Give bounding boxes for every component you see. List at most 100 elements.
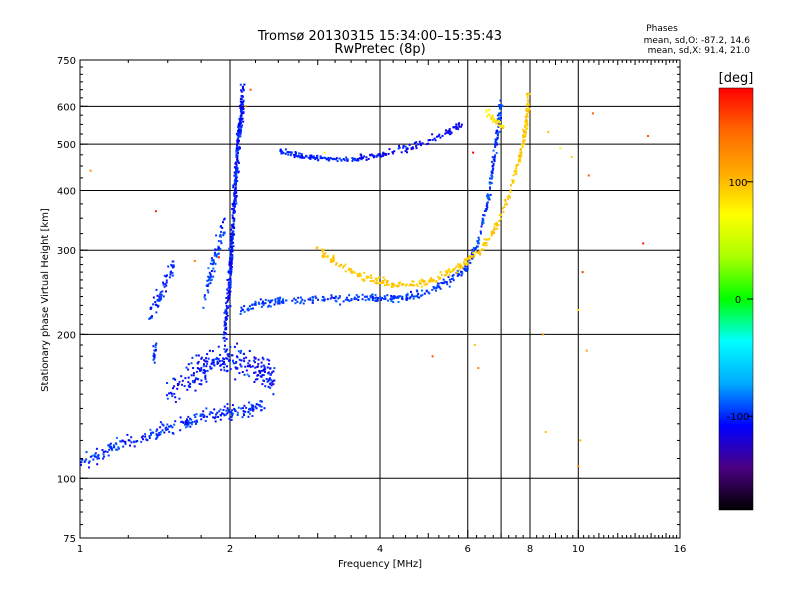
data-point — [335, 300, 338, 303]
data-point — [152, 358, 155, 361]
data-point — [115, 436, 118, 439]
data-point — [527, 111, 530, 114]
data-point — [236, 154, 239, 157]
data-point — [274, 298, 277, 301]
data-point — [489, 114, 492, 117]
data-point — [382, 279, 385, 282]
data-point — [117, 446, 120, 449]
data-point — [231, 242, 234, 245]
data-point — [95, 447, 98, 450]
data-point — [239, 133, 242, 136]
data-point — [498, 104, 501, 107]
data-point — [237, 134, 240, 137]
data-point — [392, 285, 395, 288]
y-tick-label: 300 — [57, 246, 76, 257]
data-point — [482, 214, 485, 216]
data-point — [452, 126, 455, 129]
data-point — [170, 392, 173, 395]
data-point — [253, 381, 256, 383]
data-point — [321, 295, 324, 298]
data-point — [179, 416, 182, 419]
data-point — [463, 258, 466, 261]
data-point — [240, 359, 243, 362]
data-point — [203, 294, 206, 297]
data-point — [214, 416, 217, 419]
data-point — [206, 285, 209, 287]
data-point — [177, 384, 179, 387]
data-point — [438, 133, 441, 136]
data-point — [217, 252, 220, 255]
data-point — [213, 270, 216, 273]
data-point — [240, 306, 243, 309]
data-point — [465, 262, 468, 265]
data-point — [253, 361, 256, 364]
data-point — [223, 217, 226, 220]
data-point — [460, 123, 463, 126]
data-point — [501, 105, 504, 108]
data-point — [209, 262, 212, 265]
data-point — [357, 273, 360, 276]
data-point — [187, 368, 190, 371]
data-point — [162, 295, 165, 298]
data-point — [466, 265, 469, 268]
data-point — [433, 137, 436, 140]
data-point — [429, 280, 432, 283]
data-point — [490, 117, 493, 120]
data-point — [165, 426, 168, 429]
data-point — [205, 357, 207, 360]
data-point — [149, 428, 152, 431]
data-point — [253, 356, 256, 359]
data-point — [160, 296, 162, 299]
data-point — [248, 412, 251, 415]
data-point — [232, 220, 235, 223]
data-point — [155, 311, 158, 314]
data-point — [249, 365, 252, 368]
data-point — [226, 299, 229, 302]
data-point — [491, 165, 494, 168]
data-point — [234, 197, 236, 200]
data-point — [525, 121, 528, 124]
data-point — [515, 164, 518, 166]
data-point — [144, 435, 147, 438]
data-point — [165, 290, 167, 293]
data-point — [241, 101, 244, 104]
data-point — [159, 293, 162, 296]
data-point — [234, 186, 237, 189]
data-point — [488, 196, 491, 199]
data-point — [270, 299, 272, 302]
data-point — [372, 280, 375, 282]
data-point — [361, 298, 364, 301]
data-point — [240, 126, 243, 129]
data-point — [250, 407, 253, 410]
data-point — [269, 367, 272, 370]
data-point — [225, 326, 228, 329]
data-point — [496, 136, 499, 139]
y-tick-label: 500 — [57, 140, 76, 151]
data-point — [157, 304, 160, 307]
data-point — [456, 271, 459, 274]
data-point — [122, 445, 125, 448]
data-point — [495, 132, 498, 135]
data-point — [442, 278, 445, 281]
data-point — [152, 296, 155, 299]
data-point — [234, 199, 237, 202]
data-point — [172, 432, 175, 435]
data-point — [231, 217, 234, 220]
data-point — [224, 317, 227, 320]
data-point — [524, 125, 527, 128]
data-point — [121, 439, 124, 442]
data-point — [190, 362, 193, 365]
data-point — [282, 298, 285, 301]
data-point — [495, 138, 498, 141]
data-point — [449, 280, 452, 283]
data-point — [409, 296, 412, 299]
data-point — [229, 410, 232, 413]
data-point — [458, 122, 461, 125]
data-point — [448, 269, 451, 272]
data-point — [168, 430, 171, 433]
data-point — [397, 301, 400, 303]
data-point — [222, 409, 225, 411]
data-point — [445, 272, 448, 275]
data-point — [272, 383, 275, 386]
data-point — [165, 429, 168, 431]
